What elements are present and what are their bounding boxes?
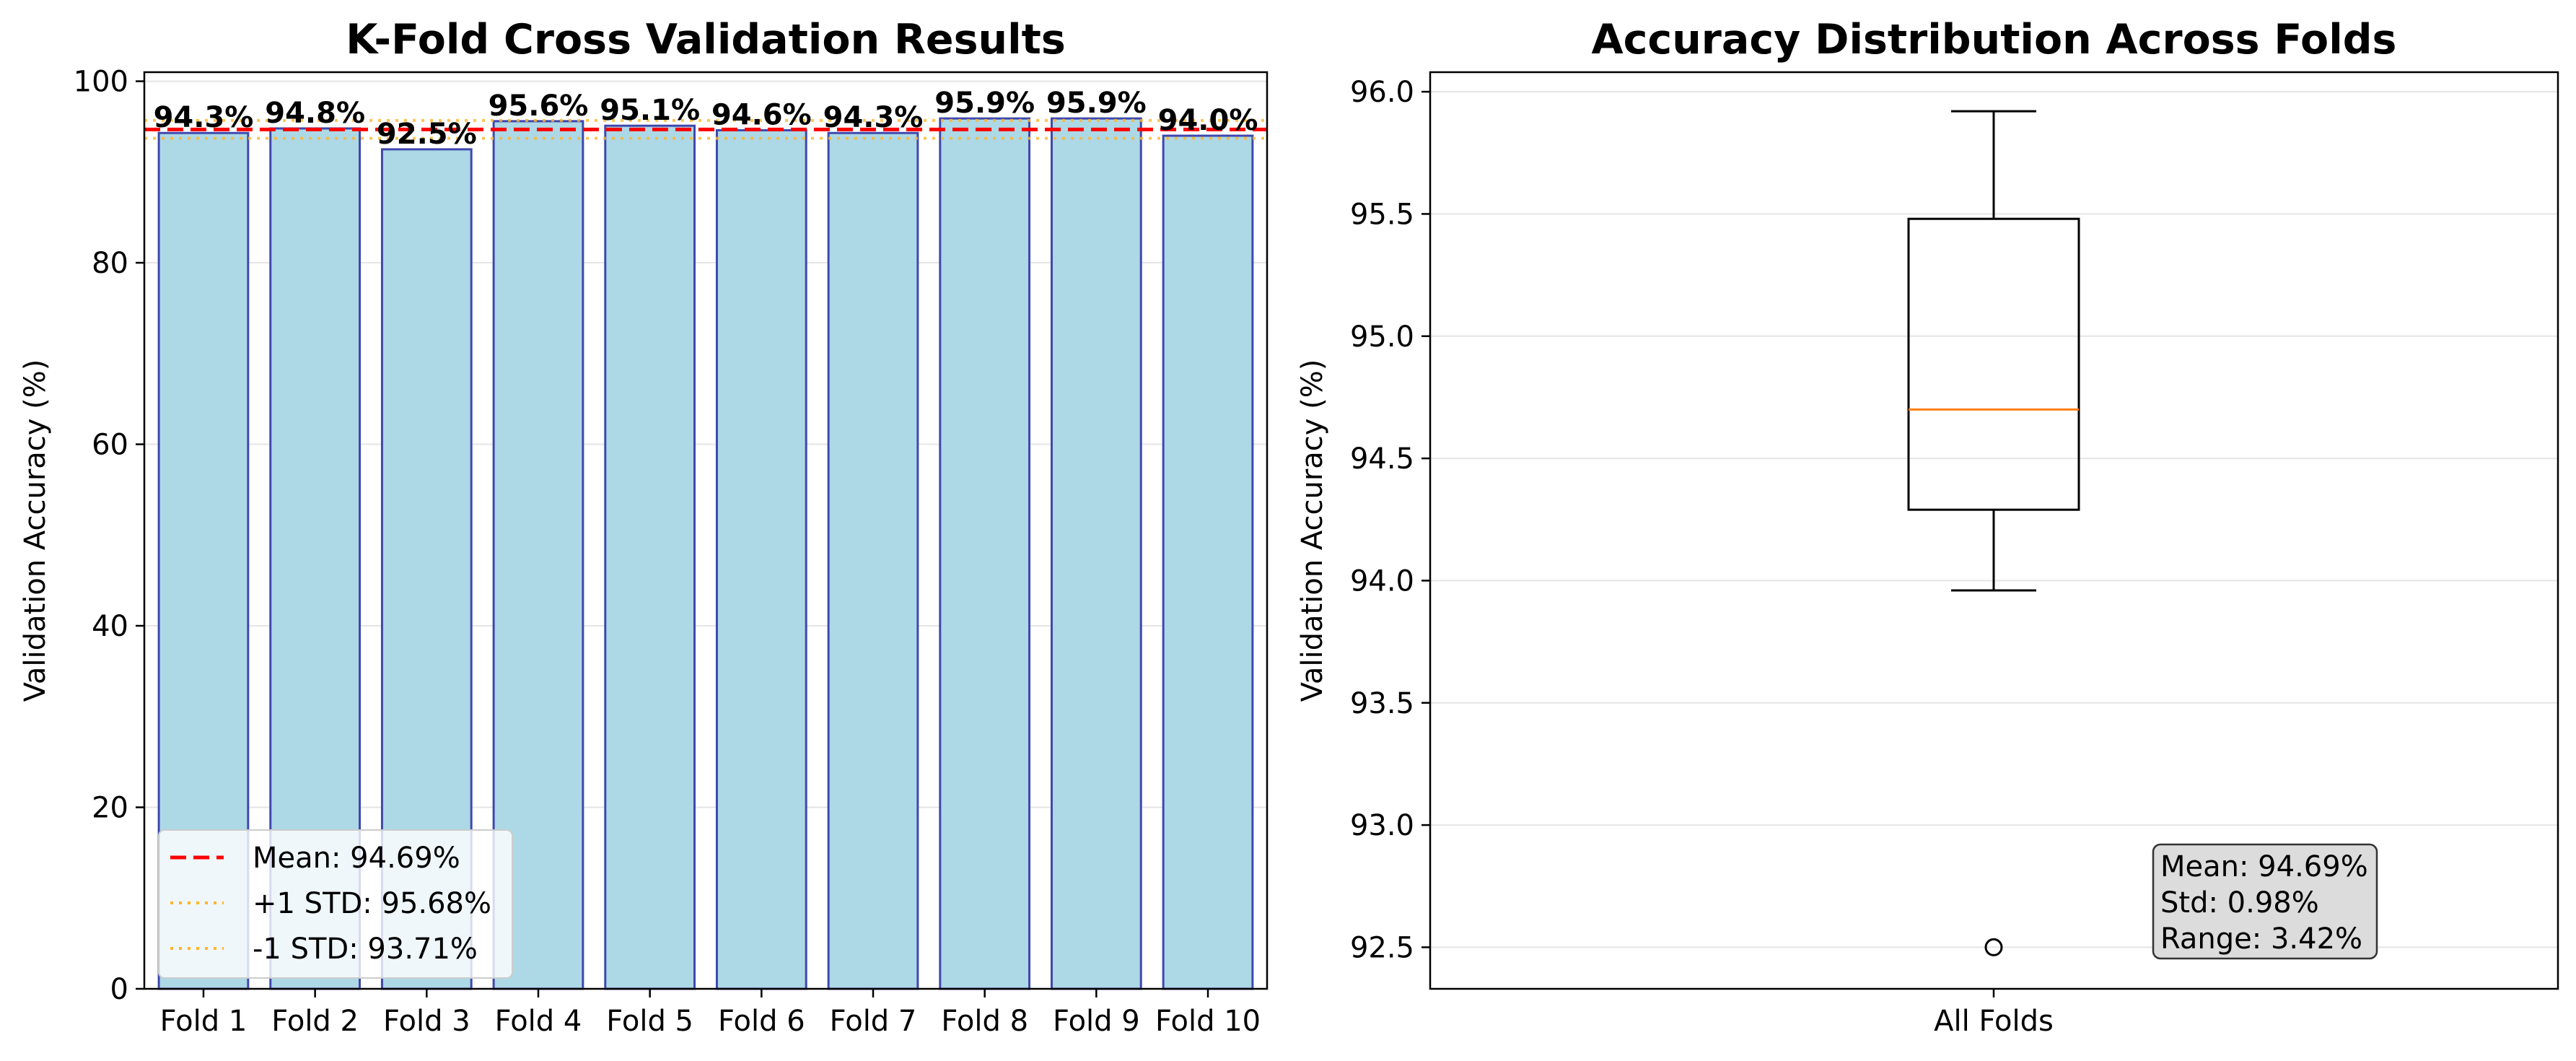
box-plot-box <box>1907 110 2080 956</box>
y-tick-label: 95.5 <box>1350 198 1414 231</box>
bar-chart-reference-lines <box>144 118 1267 140</box>
bar-value-label: 94.6% <box>711 98 812 131</box>
bar-chart-legend: Mean: 94.69% +1 STD: 95.68% -1 STD: 93.71% <box>158 829 513 979</box>
bar-value-label: 92.5% <box>377 118 477 151</box>
box-plot-frame <box>1429 71 2559 990</box>
y-tick-label: 60 <box>92 429 128 462</box>
x-tick-label: Fold 3 <box>383 1005 470 1038</box>
bar-value-label: 94.8% <box>265 97 365 130</box>
legend-label: -1 STD: 93.71% <box>253 933 478 966</box>
box-plot-y-ticks: 92.5 93.0 93.5 94.0 94.5 95.0 95.5 96.0 <box>1350 76 1430 964</box>
y-tick-label: 93.0 <box>1350 809 1414 842</box>
x-tick-label: Fold 9 <box>1053 1005 1140 1038</box>
y-tick-label: 96.0 <box>1350 76 1414 109</box>
y-tick-label: 94.5 <box>1350 442 1414 476</box>
y-tick-label: 92.5 <box>1350 931 1414 964</box>
outlier-point <box>1984 938 2003 956</box>
bar-chart-panel: 94.3% 94.8% 92.5% 95.6% 95.1% 94.6% 94.3% 95.9%… <box>19 16 1269 1038</box>
x-tick-label: Fold 7 <box>830 1005 917 1038</box>
y-tick-label: 20 <box>92 792 128 825</box>
bar <box>604 124 696 990</box>
y-tick-label: 94.0 <box>1350 564 1414 598</box>
bar-chart-y-ticks: 0 20 40 60 80 100 <box>74 66 144 1006</box>
bar-value-label: 94.0% <box>1158 104 1258 137</box>
bar <box>1050 117 1142 990</box>
box-plot-x-ticks: All Folds <box>1934 989 2054 1038</box>
x-tick-label: Fold 1 <box>160 1005 247 1038</box>
y-tick-label: 0 <box>110 973 128 1006</box>
x-tick-label: Fold 2 <box>271 1005 359 1038</box>
x-tick-label: Fold 5 <box>606 1005 693 1038</box>
bar <box>827 131 919 990</box>
bar-value-label: 95.1% <box>600 94 700 127</box>
bar-chart-frame <box>143 71 1269 990</box>
bar <box>939 117 1031 990</box>
bar-value-label: 95.6% <box>489 89 589 123</box>
bar-value-label: 94.3% <box>154 101 254 134</box>
bar <box>1162 134 1254 990</box>
x-tick-label: Fold 4 <box>495 1005 582 1038</box>
box-plot-title: Accuracy Distribution Across Folds <box>1592 16 2397 64</box>
legend-label: +1 STD: 95.68% <box>253 887 491 920</box>
bar-chart-y-axis-label: Validation Accuracy (%) <box>19 359 52 702</box>
y-tick-label: 40 <box>92 610 128 643</box>
bar-chart-title: K-Fold Cross Validation Results <box>346 16 1066 64</box>
y-tick-label: 100 <box>74 66 128 99</box>
stats-line: Mean: 94.69% <box>2160 850 2368 883</box>
bar <box>715 128 807 990</box>
iqr-box <box>1907 217 2080 511</box>
legend-label: Mean: 94.69% <box>253 842 460 875</box>
bar-chart-x-ticks: Fold 1 Fold 2 Fold 3 Fold 4 Fold 5 Fold 6 Fold… <box>160 989 1261 1038</box>
stats-line: Std: 0.98% <box>2160 886 2319 920</box>
stats-line: Range: 3.42% <box>2160 922 2362 956</box>
legend-box <box>158 829 513 979</box>
y-tick-label: 95.0 <box>1350 320 1414 354</box>
legend-items: Mean: 94.69% +1 STD: 95.68% -1 STD: 93.71% <box>170 842 491 966</box>
x-tick-label: Fold 8 <box>941 1005 1028 1038</box>
bar-value-label: 95.9% <box>1046 87 1147 120</box>
x-tick-label: All Folds <box>1934 1005 2054 1038</box>
x-tick-label: Fold 6 <box>718 1005 805 1038</box>
stats-box-background <box>2152 843 2378 960</box>
y-tick-label: 80 <box>92 247 128 280</box>
stats-annotation-box: Mean: 94.69%Std: 0.98%Range: 3.42% <box>2152 843 2378 960</box>
box-plot-y-axis-label: Validation Accuracy (%) <box>1296 359 1329 702</box>
bar-chart-value-labels: 94.3% 94.8% 92.5% 95.6% 95.1% 94.6% 94.3% 95.9%… <box>154 87 1258 151</box>
y-tick-label: 93.5 <box>1350 687 1414 720</box>
bar-value-label: 95.9% <box>934 87 1035 120</box>
box-plot-panel: 92.5 93.0 93.5 94.0 94.5 95.0 95.5 96.0 All Fol… <box>1296 16 2559 1038</box>
x-tick-label: Fold 10 <box>1155 1005 1261 1038</box>
bar-value-label: 94.3% <box>823 101 924 134</box>
stats-text-lines: Mean: 94.69%Std: 0.98%Range: 3.42% <box>2160 850 2368 956</box>
